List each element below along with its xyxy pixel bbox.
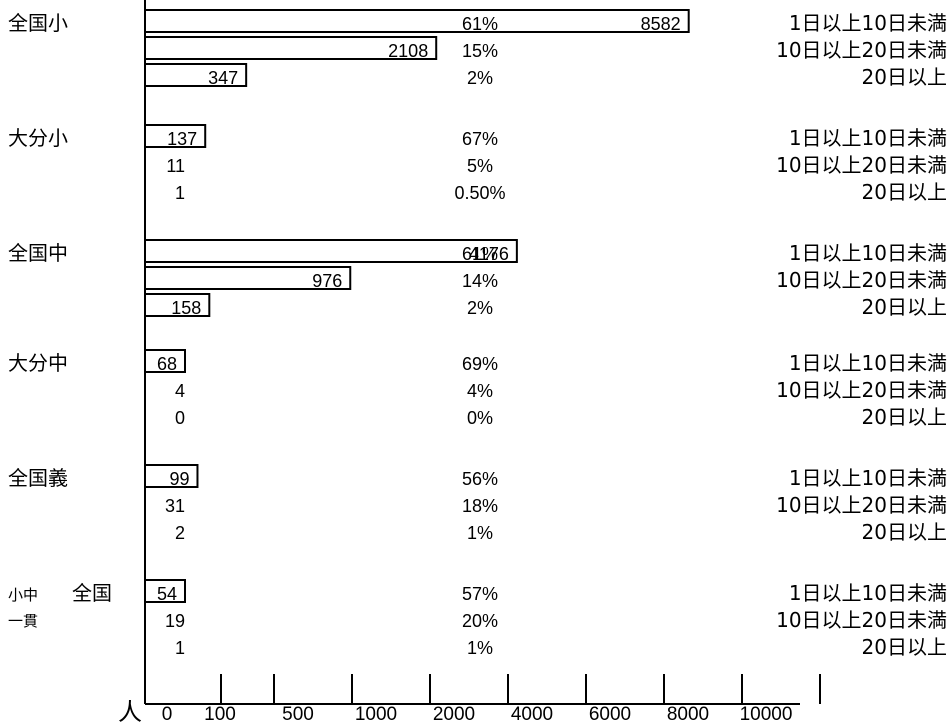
x-axis: 0 100 500 1000 2000 4000 6000 8000 10000 人 <box>118 0 821 722</box>
percent-label: 69% <box>462 354 498 374</box>
percent-label: 14% <box>462 271 498 291</box>
category-label: 20日以上 <box>862 65 947 89</box>
group-label: 大分中 <box>8 351 68 375</box>
group-1: 全国小 8582 61% 1日以上10日未満 2108 15% 10日以上20日未満 347 2… <box>8 9 947 89</box>
value-label: 31 <box>165 496 185 516</box>
category-label: 20日以上 <box>862 295 947 319</box>
value-label: 54 <box>157 584 177 604</box>
group-2: 大分小 137 67% 1日以上10日未満 11 5% 10日以上20日未満 1 0.50% 20… <box>8 124 947 204</box>
category-label: 10日以上20日未満 <box>776 268 947 292</box>
category-label: 1日以上10日未満 <box>789 11 947 35</box>
value-label: 137 <box>167 129 197 149</box>
category-label: 10日以上20日未満 <box>776 378 947 402</box>
category-label: 1日以上10日未満 <box>789 581 947 605</box>
value-label: 0 <box>175 408 185 428</box>
x-tick-label: 10000 <box>740 704 793 722</box>
percent-label: 20% <box>462 611 498 631</box>
percent-label: 61% <box>462 14 498 34</box>
value-label: 4 <box>175 381 185 401</box>
value-label: 1 <box>175 183 185 203</box>
category-label: 1日以上10日未満 <box>789 241 947 265</box>
x-tick-label: 8000 <box>667 704 709 722</box>
x-tick-label: 2000 <box>433 704 475 722</box>
category-label: 1日以上10日未満 <box>789 466 947 490</box>
category-label: 10日以上20日未満 <box>776 153 947 177</box>
percent-label: 0% <box>467 408 493 428</box>
x-tick-label: 0 <box>162 704 173 722</box>
percent-label: 18% <box>462 496 498 516</box>
bar <box>144 9 690 33</box>
group-label: 全国 <box>72 581 112 605</box>
value-label: 1 <box>175 638 185 658</box>
category-label: 10日以上20日未満 <box>776 38 947 62</box>
value-label: 4176 <box>469 244 509 264</box>
category-label: 20日以上 <box>862 405 947 429</box>
percent-label: 15% <box>462 41 498 61</box>
percent-label: 1% <box>467 523 493 543</box>
percent-label: 4% <box>467 381 493 401</box>
unit-label: 人 <box>118 698 142 722</box>
percent-label: 56% <box>462 469 498 489</box>
category-label: 1日以上10日未満 <box>789 351 947 375</box>
group-5: 全国義 99 56% 1日以上10日未満 31 18% 10日以上20日未満 2 1% 20日以上 <box>8 464 947 544</box>
x-tick-label: 6000 <box>589 704 631 722</box>
group-label: 全国中 <box>8 241 68 265</box>
category-label: 20日以上 <box>862 635 947 659</box>
percent-label: 5% <box>467 156 493 176</box>
group-sublabel: 小中 <box>8 586 38 604</box>
value-label: 8582 <box>641 14 681 34</box>
x-tick-label: 4000 <box>511 704 553 722</box>
value-label: 99 <box>169 469 189 489</box>
percent-label: 0.50% <box>454 183 505 203</box>
category-label: 10日以上20日未満 <box>776 608 947 632</box>
category-label: 20日以上 <box>862 520 947 544</box>
percent-label: 2% <box>467 298 493 318</box>
x-tick-label: 100 <box>204 704 236 722</box>
category-label: 10日以上20日未満 <box>776 493 947 517</box>
value-label: 158 <box>171 298 201 318</box>
group-sublabel: 一貫 <box>8 612 38 630</box>
x-tick-label: 1000 <box>355 704 397 722</box>
value-label: 347 <box>208 68 238 88</box>
group-label: 全国義 <box>8 466 68 490</box>
percent-label: 1% <box>467 638 493 658</box>
group-label: 全国小 <box>8 11 68 35</box>
category-label: 20日以上 <box>862 180 947 204</box>
value-label: 11 <box>166 156 185 176</box>
percent-label: 57% <box>462 584 498 604</box>
value-label: 976 <box>312 271 342 291</box>
category-label: 1日以上10日未満 <box>789 126 947 150</box>
percent-label: 61% <box>462 244 498 264</box>
value-label: 2108 <box>388 41 428 61</box>
value-label: 19 <box>165 611 185 631</box>
group-label: 大分小 <box>8 126 68 150</box>
percent-label: 2% <box>467 68 493 88</box>
percent-label: 67% <box>462 129 498 149</box>
value-label: 2 <box>175 523 185 543</box>
x-tick-label: 500 <box>282 704 314 722</box>
value-label: 68 <box>157 354 177 374</box>
group-4: 大分中 68 69% 1日以上10日未満 4 4% 10日以上20日未満 0 0% 20日以上 <box>8 349 947 429</box>
